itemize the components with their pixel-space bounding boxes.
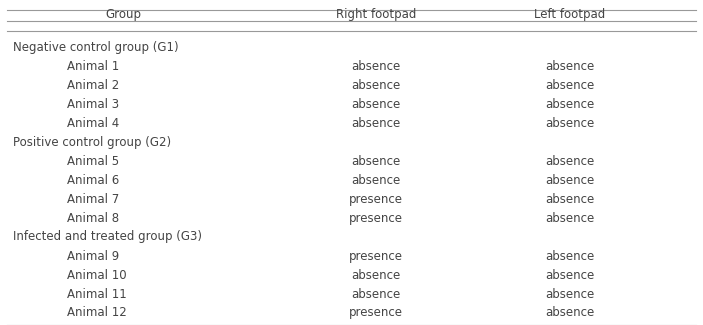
Text: Animal 9: Animal 9 xyxy=(67,250,119,263)
Text: absence: absence xyxy=(545,193,594,206)
Text: absence: absence xyxy=(545,269,594,282)
Text: Animal 11: Animal 11 xyxy=(67,288,127,301)
Text: absence: absence xyxy=(352,60,401,73)
Text: absence: absence xyxy=(352,174,401,187)
Text: absence: absence xyxy=(352,288,401,301)
Text: absence: absence xyxy=(352,269,401,282)
Text: absence: absence xyxy=(352,155,401,168)
Text: absence: absence xyxy=(545,60,594,73)
Text: absence: absence xyxy=(545,174,594,187)
Text: presence: presence xyxy=(349,212,403,225)
Text: Animal 2: Animal 2 xyxy=(67,79,119,92)
Text: Animal 12: Animal 12 xyxy=(67,306,127,319)
Text: absence: absence xyxy=(352,117,401,130)
Text: absence: absence xyxy=(545,117,594,130)
Text: Animal 8: Animal 8 xyxy=(67,212,119,225)
Text: Left footpad: Left footpad xyxy=(534,8,605,21)
Text: absence: absence xyxy=(352,79,401,92)
Text: Animal 10: Animal 10 xyxy=(67,269,127,282)
Text: Group: Group xyxy=(105,8,141,21)
Text: Animal 6: Animal 6 xyxy=(67,174,119,187)
Text: presence: presence xyxy=(349,306,403,319)
Text: Animal 7: Animal 7 xyxy=(67,193,119,206)
Text: presence: presence xyxy=(349,193,403,206)
Text: absence: absence xyxy=(545,212,594,225)
Text: absence: absence xyxy=(545,79,594,92)
Text: Negative control group (G1): Negative control group (G1) xyxy=(13,41,179,54)
Text: absence: absence xyxy=(352,98,401,111)
Text: absence: absence xyxy=(545,306,594,319)
Text: absence: absence xyxy=(545,288,594,301)
Text: Right footpad: Right footpad xyxy=(336,8,416,21)
Text: absence: absence xyxy=(545,155,594,168)
Text: Animal 1: Animal 1 xyxy=(67,60,119,73)
Text: Infected and treated group (G3): Infected and treated group (G3) xyxy=(13,230,202,243)
Text: Positive control group (G2): Positive control group (G2) xyxy=(13,136,171,149)
Text: Animal 4: Animal 4 xyxy=(67,117,119,130)
Text: absence: absence xyxy=(545,98,594,111)
Text: Animal 5: Animal 5 xyxy=(67,155,119,168)
Text: Animal 3: Animal 3 xyxy=(67,98,119,111)
Text: presence: presence xyxy=(349,250,403,263)
Text: absence: absence xyxy=(545,250,594,263)
